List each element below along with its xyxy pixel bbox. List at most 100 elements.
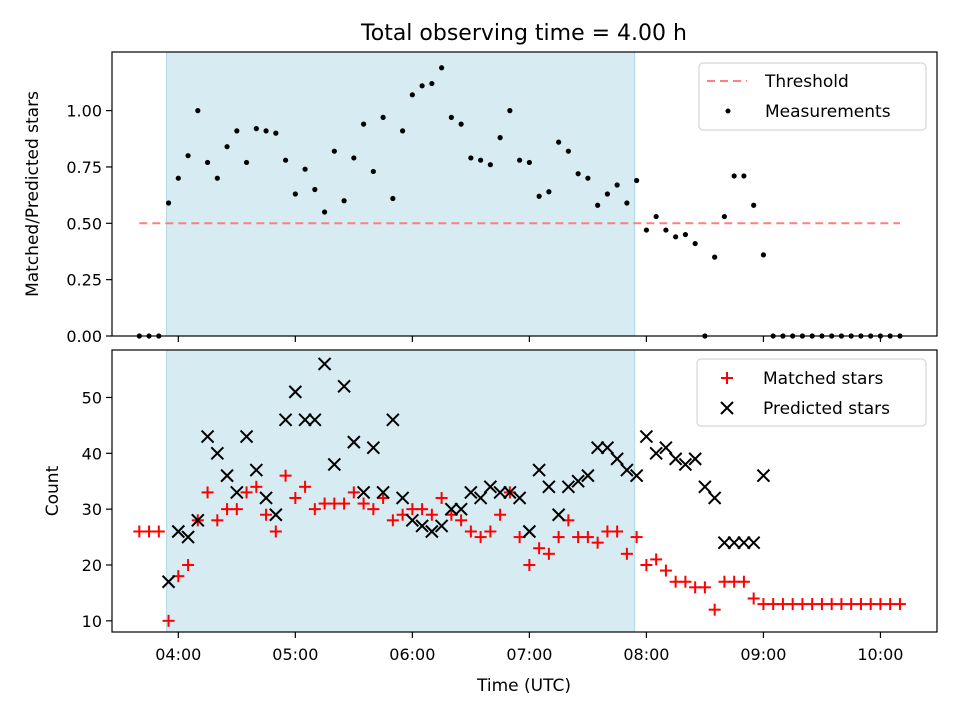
predicted-legend-swatch xyxy=(720,401,734,415)
measurement-point xyxy=(253,126,259,132)
measurement-point xyxy=(331,148,337,154)
matched-star-point xyxy=(650,553,663,566)
x-tick-label: 10:00 xyxy=(857,645,903,664)
bottom-highlight-span xyxy=(166,350,636,632)
bottom-axis-ticks: 10 20 30 40 50 04:00 05:00 06:00 07:00 08:00 09:00… xyxy=(82,388,904,664)
matched-star-point xyxy=(279,469,292,482)
measurement-point xyxy=(458,121,464,127)
observing-window-span xyxy=(166,350,635,632)
x-tick-label: 09:00 xyxy=(740,645,786,664)
y-tick-label: 0.75 xyxy=(66,158,102,177)
measurement-point xyxy=(585,175,591,181)
predicted-star-point xyxy=(386,413,400,427)
predicted-star-point xyxy=(493,485,507,500)
measurement-point xyxy=(692,240,698,247)
matched-star-point xyxy=(338,497,351,510)
x-tick-label: 07:00 xyxy=(506,645,552,664)
bottom-y-axis-label: Count xyxy=(43,465,63,516)
matched-star-point xyxy=(542,547,555,560)
predicted-star-point xyxy=(444,502,459,516)
measurement-point xyxy=(760,252,767,258)
bottom-legend-box xyxy=(696,358,927,427)
measurement-point xyxy=(224,144,230,150)
measurement-point xyxy=(214,175,220,181)
predicted-star-point xyxy=(210,446,225,461)
matched-star-point xyxy=(211,514,224,527)
top-legend: Threshold Measurements xyxy=(698,62,927,131)
matched-star-points xyxy=(133,469,906,627)
measurement-point xyxy=(497,135,503,141)
measurement-point xyxy=(751,202,757,208)
measurement-point xyxy=(468,155,474,161)
measurement-point xyxy=(175,175,181,181)
top-axes-frame xyxy=(111,51,938,337)
predicted-star-point xyxy=(376,485,390,500)
measurement-point xyxy=(341,198,347,204)
measurements-legend-swatch xyxy=(725,108,731,114)
measurement-point xyxy=(721,213,728,220)
measurement-point xyxy=(604,191,610,197)
predicted-star-point xyxy=(308,413,322,427)
matched-star-point xyxy=(201,486,214,499)
matched-star-point xyxy=(152,525,165,538)
chart-title: Total observing time = 4.00 h xyxy=(360,21,687,46)
predicted-star-point xyxy=(249,463,264,477)
measurement-point xyxy=(478,157,484,163)
measurement-point xyxy=(380,114,386,120)
y-tick-label: 40 xyxy=(82,444,102,463)
predicted-star-point xyxy=(181,530,195,544)
predicted-star-point xyxy=(668,452,683,466)
measurement-point xyxy=(185,153,191,159)
predicted-star-point xyxy=(756,468,771,483)
measurement-point xyxy=(390,195,396,202)
matched-star-point xyxy=(591,536,604,549)
measurement-point xyxy=(312,186,318,193)
predicted-star-point xyxy=(269,508,283,522)
measurement-point xyxy=(731,173,737,179)
predicted-star-point xyxy=(639,429,654,444)
measurement-point xyxy=(634,177,640,184)
matched-star-point xyxy=(630,531,643,544)
top-legend-label-measurements: Measurements xyxy=(765,102,891,122)
predicted-star-point xyxy=(590,441,605,455)
predicted-star-point xyxy=(503,485,517,500)
matched-star-point xyxy=(484,525,497,538)
measurement-point xyxy=(302,166,308,172)
predicted-star-point xyxy=(356,485,371,500)
measurement-point xyxy=(536,193,542,199)
measurement-point xyxy=(419,83,425,89)
predicted-star-point xyxy=(746,535,761,550)
measurement-point xyxy=(204,159,211,166)
measurement-point xyxy=(292,191,298,197)
measurement-point xyxy=(614,182,620,188)
measurement-point xyxy=(165,200,172,206)
measurement-point xyxy=(360,121,367,127)
matched-star-point xyxy=(708,603,721,616)
predicted-star-point xyxy=(278,413,293,427)
y-tick-label: 0.25 xyxy=(66,271,102,290)
matched-star-point xyxy=(533,542,546,555)
y-tick-label: 30 xyxy=(82,500,102,519)
predicted-star-point xyxy=(171,524,186,539)
matched-star-point xyxy=(464,525,477,538)
y-tick-label: 0.00 xyxy=(66,327,102,346)
matched-star-point xyxy=(523,558,536,571)
y-tick-label: 1.00 xyxy=(66,102,102,121)
predicted-star-point xyxy=(415,519,429,533)
measurement-point xyxy=(653,213,659,220)
measurement-point xyxy=(273,130,279,136)
predicted-star-point xyxy=(464,485,478,500)
predicted-star-point xyxy=(532,463,546,477)
predicted-star-point xyxy=(259,491,273,505)
predicted-star-point xyxy=(512,491,527,505)
measurement-point xyxy=(546,189,552,195)
x-tick-label: 08:00 xyxy=(623,645,669,664)
measurement-point xyxy=(409,92,415,98)
matched-star-point xyxy=(620,547,633,560)
predicted-star-point xyxy=(327,457,342,472)
predicted-star-point xyxy=(629,468,644,483)
matched-star-point xyxy=(357,497,370,510)
top-legend-label-threshold: Threshold xyxy=(764,72,849,92)
matched-star-point xyxy=(230,503,243,516)
matched-star-point xyxy=(416,503,429,516)
